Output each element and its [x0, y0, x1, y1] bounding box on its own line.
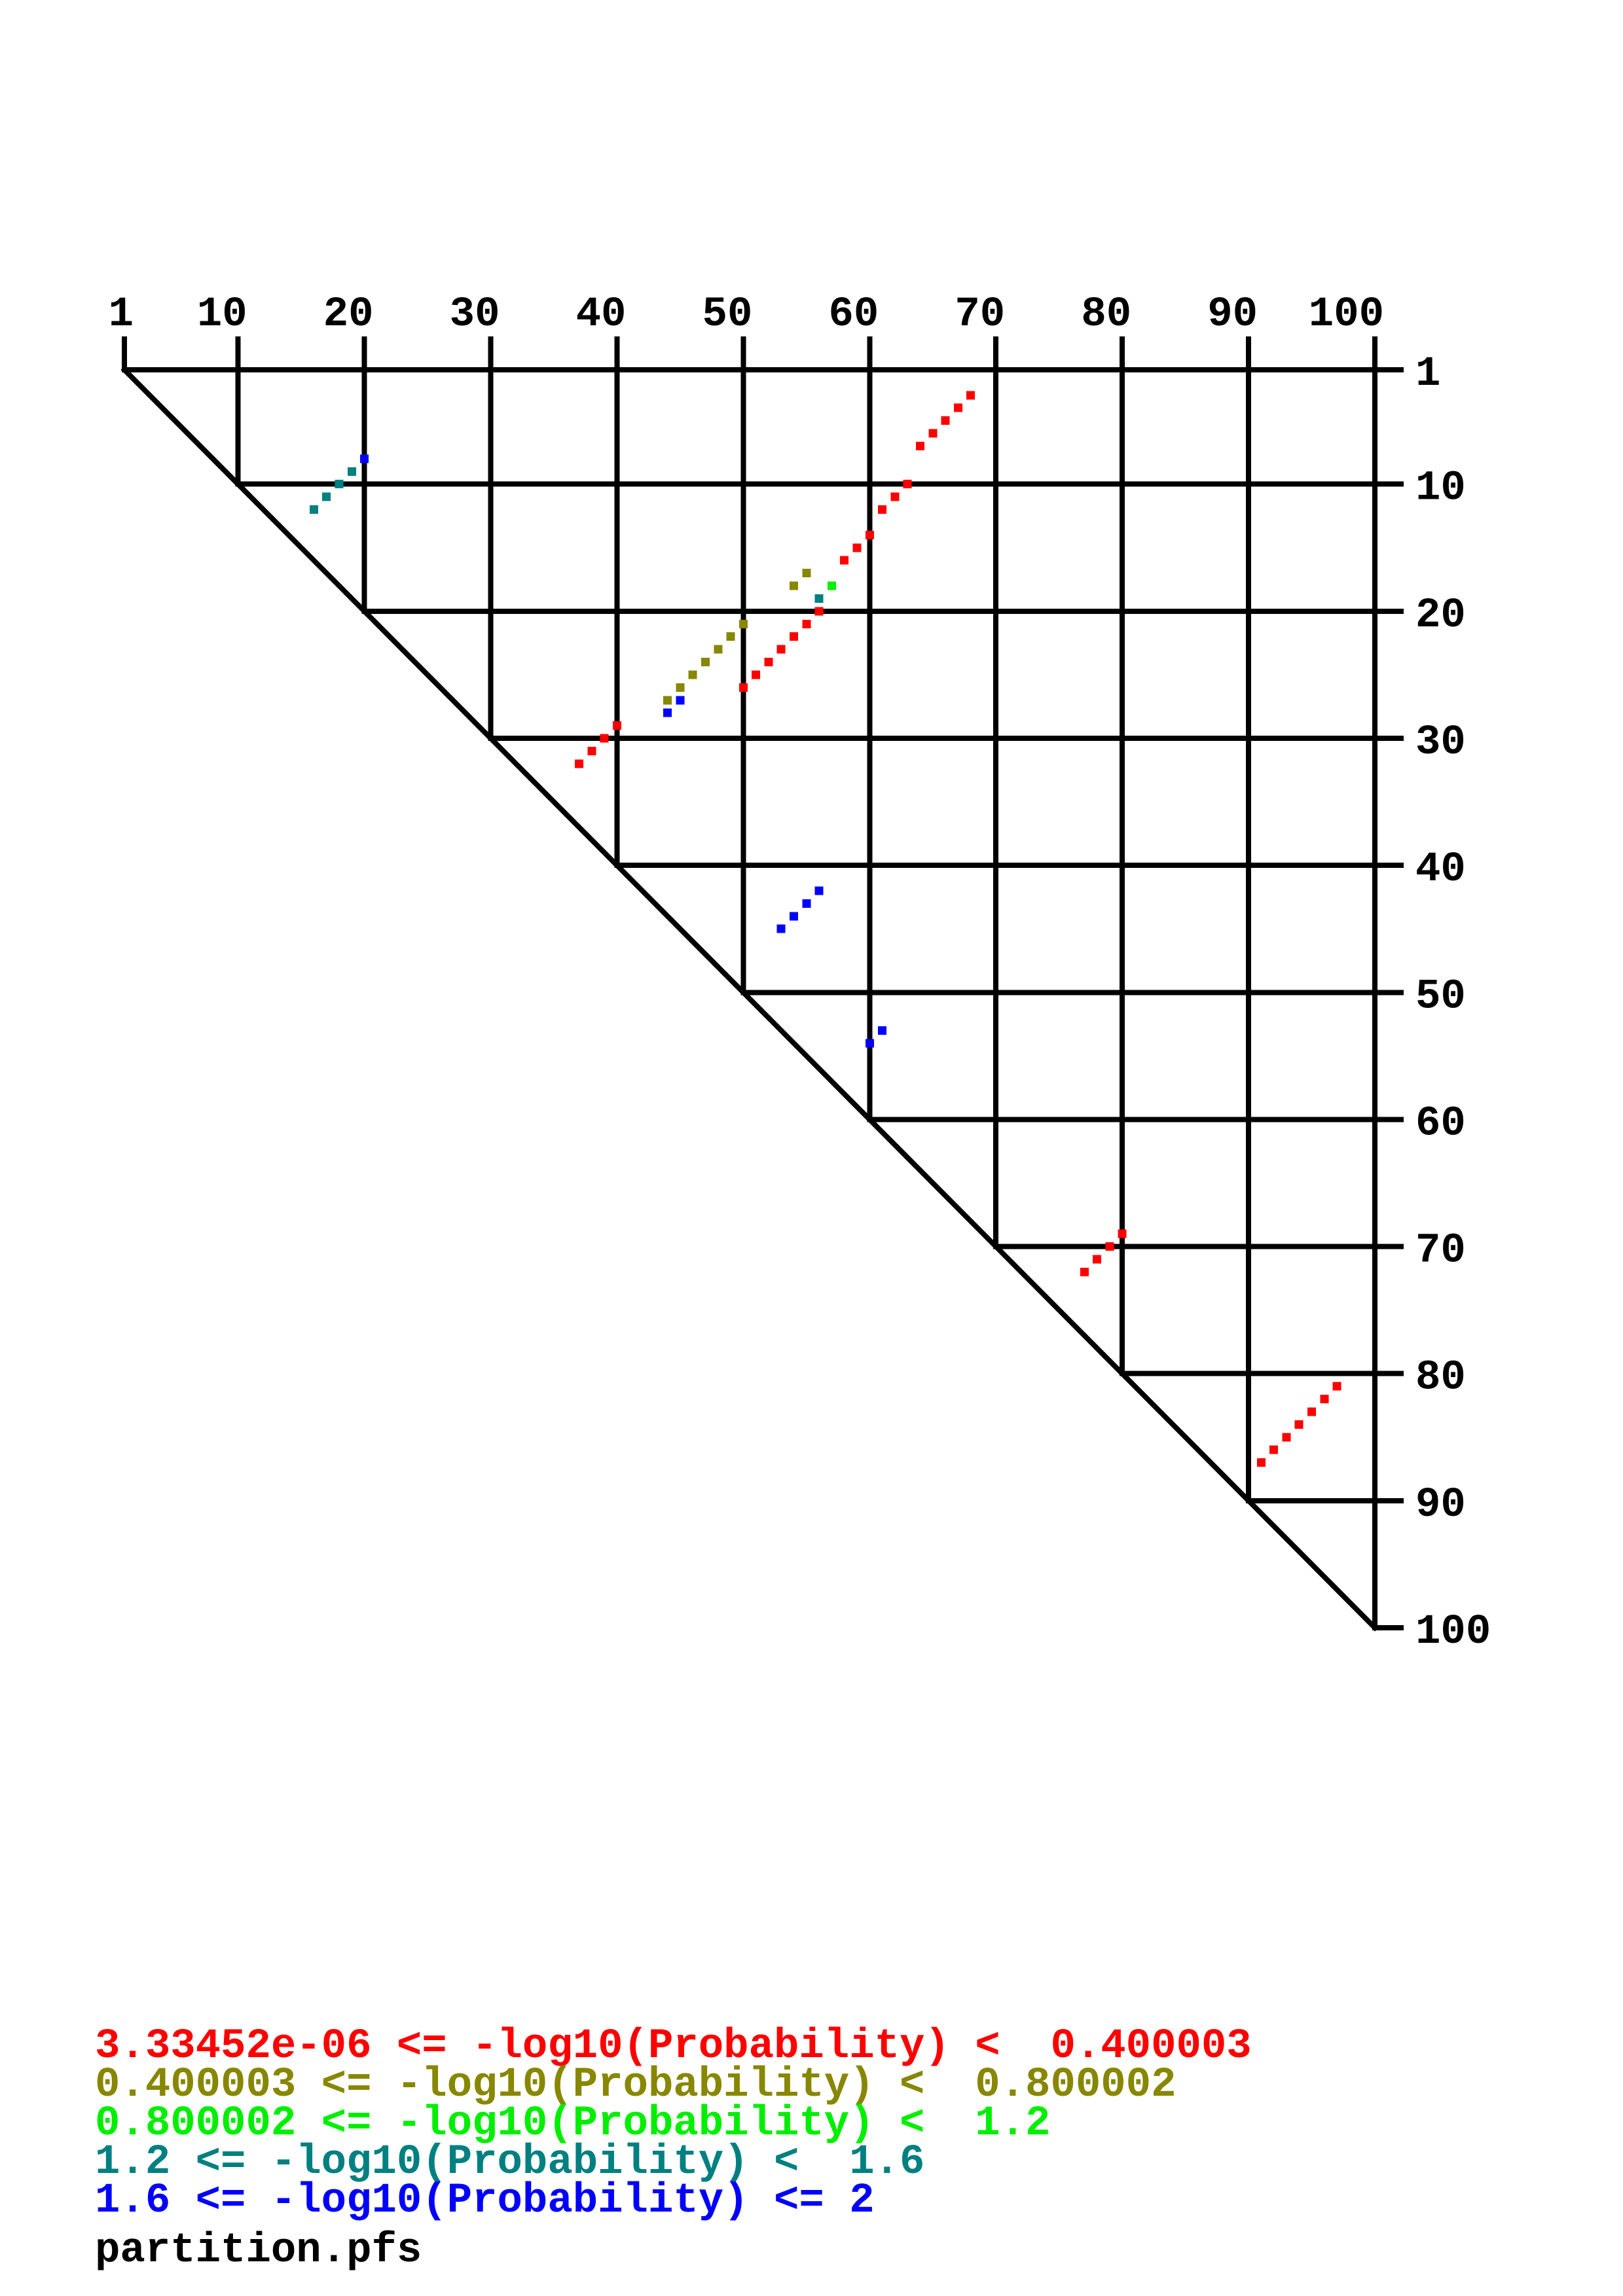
diagonal-line — [120, 366, 1379, 1632]
data-point — [676, 696, 685, 705]
x-tick-label: 100 — [1309, 291, 1384, 338]
legend-band-label: 1.6 <= -log10(Probability) <= 2 — [95, 2178, 875, 2225]
legend-band-label: 0.800002 <= -log10(Probability) < 1.2 — [95, 2100, 1050, 2147]
data-point — [928, 429, 938, 438]
footer-filename: partition.pfs — [95, 2227, 422, 2274]
data-point — [1294, 1420, 1304, 1429]
data-point — [688, 670, 697, 679]
legend: 3.33452e-06 <= -log10(Probability) < 0.4… — [95, 2023, 1252, 2274]
data-point — [752, 670, 761, 679]
data-point — [676, 683, 685, 692]
data-point — [776, 645, 786, 654]
data-point — [360, 454, 369, 463]
data-point — [890, 492, 900, 501]
x-tick-label: 10 — [197, 291, 247, 338]
y-tick-label: 100 — [1415, 1609, 1491, 1656]
data-point — [347, 467, 356, 476]
data-point — [865, 530, 874, 539]
data-point — [827, 581, 836, 590]
data-point — [1282, 1433, 1291, 1442]
data-point — [726, 632, 735, 641]
data-point — [814, 607, 824, 616]
data-point — [790, 912, 799, 921]
data-point — [852, 543, 862, 552]
legend-band-label: 0.400003 <= -log10(Probability) < 0.8000… — [95, 2062, 1176, 2109]
data-point — [322, 492, 331, 501]
y-axis-labels: 1 10 20 30 40 50 60 70 80 90 100 — [1415, 351, 1491, 1656]
data-point — [802, 569, 811, 578]
y-tick-label: 1 — [1415, 351, 1440, 398]
data-points — [309, 391, 1341, 1467]
data-point — [612, 721, 621, 730]
data-point — [1320, 1395, 1329, 1404]
data-point — [739, 619, 748, 628]
y-tick-label: 10 — [1415, 465, 1466, 512]
x-tick-label: 80 — [1081, 291, 1131, 338]
x-tick-label: 50 — [702, 291, 753, 338]
data-point — [714, 645, 723, 654]
y-tick-label: 50 — [1415, 973, 1466, 1020]
data-point — [1307, 1407, 1317, 1416]
y-tick-label: 40 — [1415, 846, 1466, 893]
data-point — [776, 924, 786, 933]
x-tick-label: 20 — [323, 291, 374, 338]
data-point — [802, 899, 811, 908]
legend-band-label: 1.2 <= -log10(Probability) < 1.6 — [95, 2139, 924, 2186]
data-point — [663, 696, 672, 705]
data-point — [335, 480, 344, 489]
x-axis-labels: 1 10 20 30 40 50 60 70 80 90 100 — [109, 291, 1384, 338]
x-tick-label: 1 — [109, 291, 134, 338]
data-point — [878, 505, 887, 514]
y-tick-label: 90 — [1415, 1482, 1466, 1529]
data-point — [575, 759, 584, 768]
data-point — [1105, 1242, 1114, 1251]
data-point — [739, 683, 748, 692]
data-point — [790, 632, 799, 641]
data-point — [814, 594, 824, 603]
y-tick-label: 60 — [1415, 1100, 1466, 1147]
data-point — [1256, 1458, 1266, 1467]
y-tick-label: 30 — [1415, 719, 1466, 766]
y-tick-label: 70 — [1415, 1228, 1466, 1275]
data-point — [587, 746, 596, 755]
legend-band-label: 3.33452e-06 <= -log10(Probability) < 0.4… — [95, 2023, 1252, 2070]
data-point — [701, 658, 710, 667]
data-point — [814, 886, 824, 895]
data-point — [878, 1026, 887, 1035]
data-point — [764, 658, 773, 667]
data-point — [802, 619, 811, 628]
data-point — [600, 734, 609, 743]
y-tick-label: 80 — [1415, 1355, 1466, 1402]
data-point — [790, 581, 799, 590]
data-point — [941, 416, 950, 425]
x-tick-label: 70 — [955, 291, 1005, 338]
x-tick-label: 30 — [450, 291, 500, 338]
x-tick-label: 60 — [828, 291, 879, 338]
x-tick-label: 40 — [576, 291, 627, 338]
y-tick-label: 20 — [1415, 592, 1466, 639]
data-point — [903, 480, 912, 489]
data-point — [1332, 1382, 1341, 1391]
x-tick-label: 90 — [1207, 291, 1258, 338]
data-point — [663, 708, 672, 717]
data-point — [1093, 1255, 1102, 1264]
data-point — [966, 391, 976, 400]
data-point — [865, 1039, 874, 1048]
data-point — [309, 505, 318, 514]
data-point — [915, 441, 924, 450]
data-point — [840, 556, 849, 565]
data-point — [1118, 1229, 1127, 1238]
data-point — [1269, 1445, 1279, 1454]
data-point — [953, 403, 962, 412]
grid-lines — [120, 336, 1404, 1632]
data-point — [1080, 1267, 1089, 1276]
